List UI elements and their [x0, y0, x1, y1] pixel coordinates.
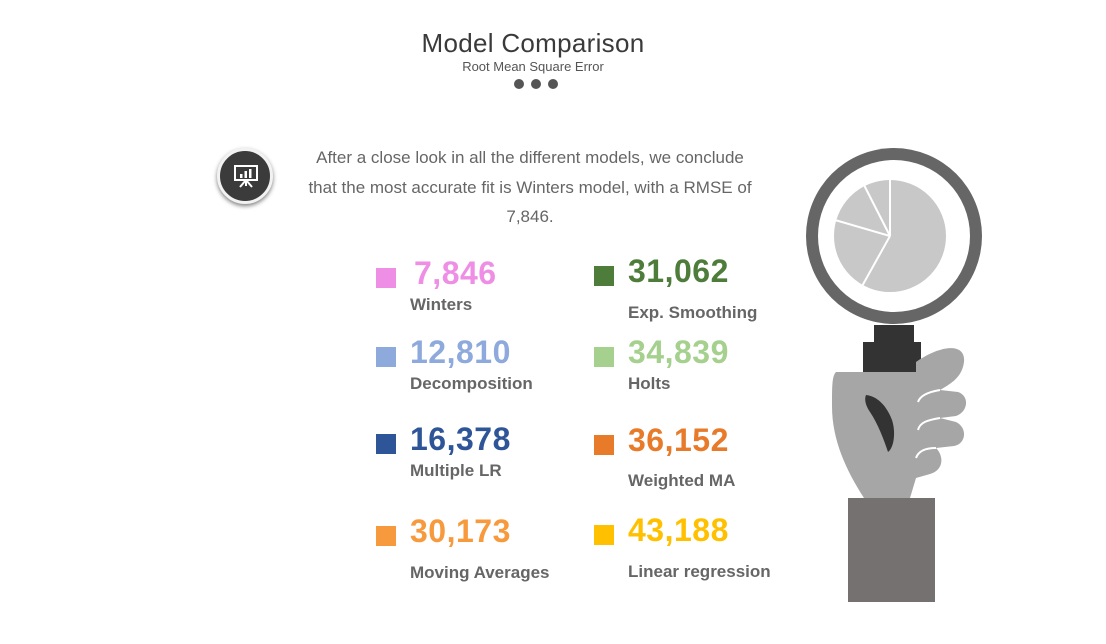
intro-text: After a close look in all the different …: [308, 148, 752, 226]
page-title: Model Comparison: [421, 28, 645, 58]
magnifying-glass-hand-icon: [806, 148, 982, 602]
presentation-chart-icon: [217, 148, 273, 204]
legend-swatch: [376, 347, 396, 367]
model-label: Exp. Smoothing: [628, 303, 758, 322]
page-subtitle: Root Mean Square Error: [462, 59, 604, 74]
model-value: 16,378: [410, 421, 511, 457]
legend-swatch: [594, 347, 614, 367]
model-value: 30,173: [410, 513, 511, 549]
model-value: 31,062: [628, 253, 729, 289]
model-value: 12,810: [410, 334, 511, 370]
lens-pie: [832, 178, 948, 294]
model-label: Moving Averages: [410, 563, 550, 582]
legend-swatch: [376, 268, 396, 288]
model-label: Multiple LR: [410, 461, 502, 480]
dots-divider: [514, 79, 558, 89]
model-value: 7,846: [414, 255, 497, 291]
legend-swatch: [594, 525, 614, 545]
model-label: Holts: [628, 374, 671, 393]
model-label: Weighted MA: [628, 471, 736, 490]
model-value: 43,188: [628, 512, 729, 548]
legend-swatch: [376, 526, 396, 546]
legend-swatch: [376, 434, 396, 454]
legend-swatch: [594, 435, 614, 455]
legend-swatch: [594, 266, 614, 286]
model-label: Winters: [410, 295, 473, 314]
model-label: Linear regression: [628, 562, 771, 581]
model-value: 36,152: [628, 422, 729, 458]
model-value: 34,839: [628, 334, 729, 370]
model-label: Decomposition: [410, 374, 533, 393]
